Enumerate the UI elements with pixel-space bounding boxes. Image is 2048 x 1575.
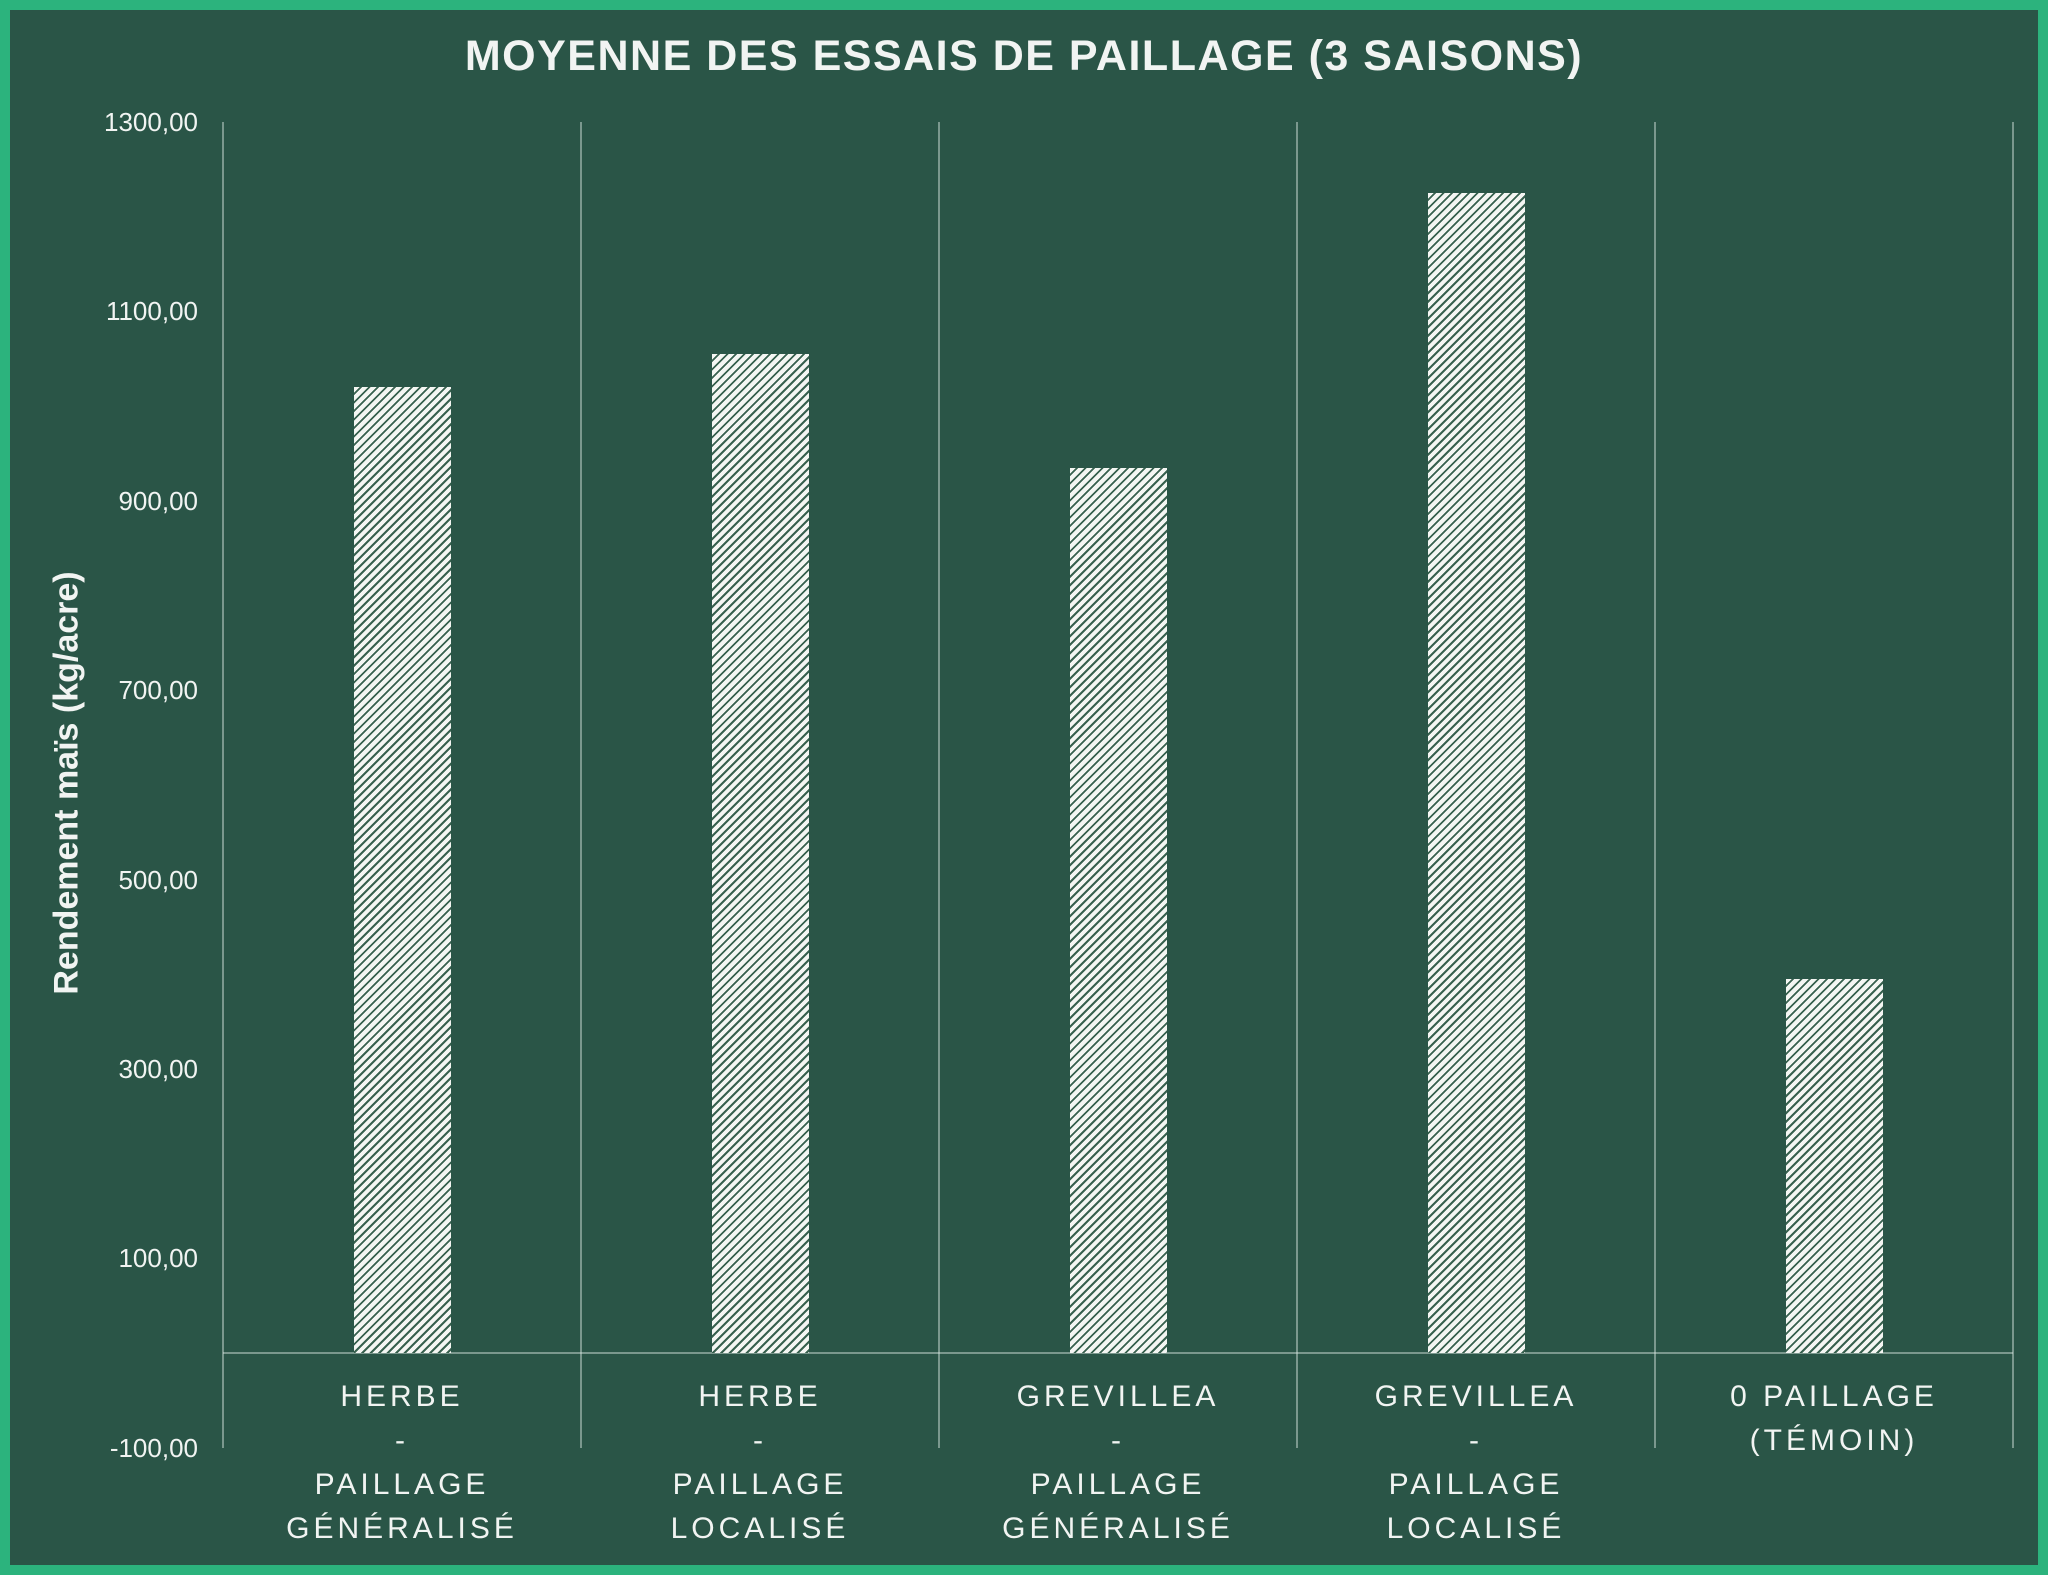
bar-2	[711, 353, 809, 1353]
y-tick-label: 500,00	[118, 864, 198, 895]
x-category-label: HERBE - PAILLAGE LOCALISÉ	[670, 1380, 850, 1545]
y-tick-label: 1100,00	[105, 296, 198, 327]
category-separator-line	[1654, 122, 1656, 1448]
bar-3	[1069, 467, 1167, 1353]
y-tick-label: 300,00	[118, 1053, 198, 1084]
x-axis-line	[223, 1352, 2013, 1354]
x-category-label: 0 PAILLAGE (TÉMOIN)	[1730, 1380, 1938, 1457]
y-axis-title: Rendement maïs (kg/acre)	[47, 571, 86, 995]
category-separator-line	[580, 122, 582, 1448]
y-tick-label: -100,00	[109, 1432, 198, 1463]
chart-title: MOYENNE DES ESSAIS DE PAILLAGE (3 SAISON…	[464, 32, 1584, 80]
y-tick-label: 1300,00	[104, 107, 198, 137]
y-tick-label: 100,00	[118, 1243, 198, 1274]
x-category-label: HERBE - PAILLAGE GÉNÉRALISÉ	[286, 1380, 518, 1545]
bar-5	[1785, 978, 1883, 1353]
x-category-label: GREVILLEA - PAILLAGE GÉNÉRALISÉ	[1002, 1380, 1234, 1545]
y-tick-label: 900,00	[118, 485, 198, 516]
y-tick-label: 700,00	[118, 675, 198, 706]
bar-1	[353, 387, 451, 1353]
bar-4	[1427, 193, 1525, 1353]
x-category-label: GREVILLEA - PAILLAGE LOCALISÉ	[1374, 1380, 1578, 1545]
plot-right-border-line	[2012, 122, 2014, 1448]
y-axis-line	[222, 122, 224, 1448]
category-separator-line	[938, 122, 940, 1448]
category-separator-line	[1296, 122, 1298, 1448]
